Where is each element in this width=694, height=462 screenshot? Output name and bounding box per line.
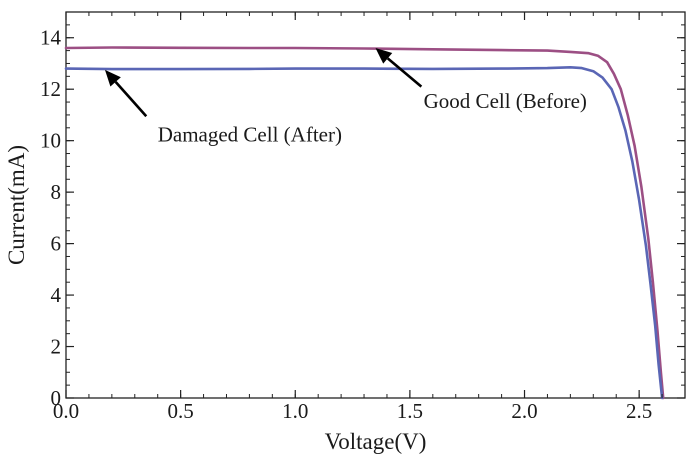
annotation-label: Good Cell (Before) xyxy=(424,89,587,113)
y-axis-title: Current(mA) xyxy=(4,145,29,265)
series-layer xyxy=(64,46,665,400)
x-tick-label: 1.5 xyxy=(397,399,423,423)
y-tick-label: 14 xyxy=(40,26,62,50)
annotation-layer: Good Cell (Before) Damaged Cell (After) xyxy=(104,48,587,147)
tick-layer: 0.0 0.5 1.0 1.5 2.0 2.5 0 2 4 6 8 10 12 14 xyxy=(40,11,686,423)
annotation-arrow-shaft xyxy=(114,80,148,118)
x-tick-label: 0.5 xyxy=(168,399,194,423)
x-tick-label: 1.0 xyxy=(282,399,308,423)
y-tick-label: 0 xyxy=(51,386,62,410)
y-tick-label: 6 xyxy=(51,232,62,256)
annotation-arrow-head xyxy=(104,69,121,87)
x-tick-label: 2.0 xyxy=(511,399,537,423)
annotation-arrow-shaft xyxy=(386,57,423,88)
y-tick-label: 12 xyxy=(40,77,61,101)
y-tick-label: 2 xyxy=(51,335,62,359)
x-tick-label: 2.5 xyxy=(626,399,652,423)
x-axis-title: Voltage(V) xyxy=(325,429,427,454)
y-tick-label: 10 xyxy=(40,129,61,153)
y-tick-label: 8 xyxy=(51,180,62,204)
annotation-label: Damaged Cell (After) xyxy=(158,123,342,147)
series-line-0 xyxy=(64,46,665,400)
x-tick-label: 0.0 xyxy=(53,399,79,423)
annotation-arrow-head xyxy=(375,48,393,64)
y-tick-label: 4 xyxy=(51,283,62,307)
series-line-1 xyxy=(64,66,664,400)
